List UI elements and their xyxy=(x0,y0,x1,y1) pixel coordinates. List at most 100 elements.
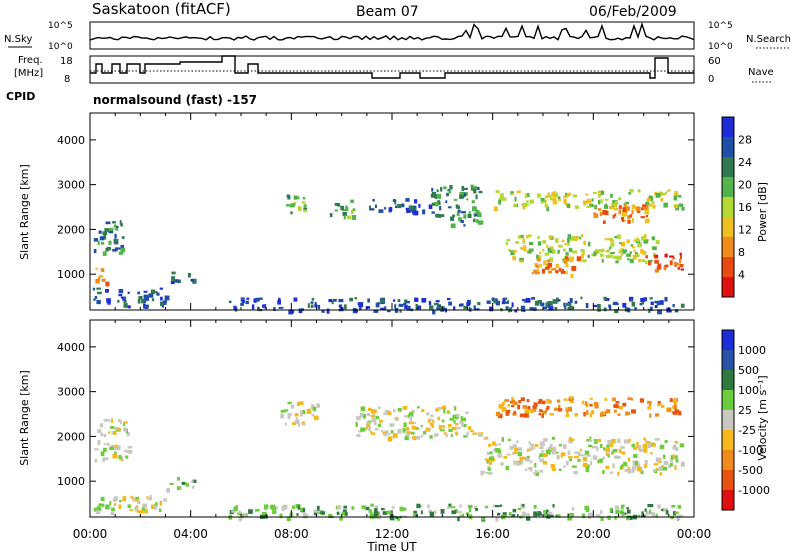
beam-label: Beam 07 xyxy=(356,4,419,20)
date-label: 06/Feb/2009 xyxy=(589,4,677,20)
colorbar-segment xyxy=(722,390,734,411)
heatmap-cell xyxy=(549,257,554,263)
heatmap-cell xyxy=(673,511,677,516)
heatmap-cell xyxy=(636,466,639,471)
heatmap-cell xyxy=(475,508,479,511)
heatmap-cell xyxy=(566,302,571,307)
heatmap-cell xyxy=(650,301,654,305)
heatmap-cell xyxy=(631,409,636,414)
heatmap-cell xyxy=(475,194,478,200)
heatmap-cell xyxy=(463,424,467,428)
heatmap-cell xyxy=(646,218,650,223)
heatmap-cell xyxy=(542,453,547,458)
heatmap-cell xyxy=(661,404,665,408)
heatmap-cell xyxy=(539,409,543,413)
heatmap-cell xyxy=(551,436,555,440)
heatmap-cell xyxy=(589,404,593,407)
heatmap-cell xyxy=(408,205,414,211)
heatmap-cell xyxy=(393,409,396,413)
heatmap-cell xyxy=(574,205,579,209)
heatmap-cell xyxy=(127,291,130,294)
heatmap-cell xyxy=(137,291,141,295)
heatmap-cell xyxy=(674,465,677,470)
heatmap-cell xyxy=(237,512,240,515)
heatmap-cell xyxy=(435,407,439,412)
heatmap-cell xyxy=(607,515,611,521)
heatmap-cell xyxy=(585,467,590,473)
heatmap-cell xyxy=(562,465,566,468)
heatmap-cell xyxy=(646,198,651,202)
heatmap-cell xyxy=(580,253,584,259)
heatmap-cell xyxy=(571,465,577,468)
heatmap-cell xyxy=(672,445,677,450)
heatmap-cell xyxy=(317,304,321,310)
heatmap-cell xyxy=(450,223,456,229)
heatmap-cell xyxy=(127,449,133,454)
heatmap-cell xyxy=(538,412,541,416)
heatmap-cell xyxy=(238,510,241,515)
heatmap-cell xyxy=(129,509,134,512)
heatmap-cell xyxy=(120,456,124,460)
heatmap-cell xyxy=(674,190,678,194)
heatmap-cell xyxy=(505,241,508,246)
colorbar-segment xyxy=(722,197,734,218)
heatmap-cell xyxy=(488,460,492,465)
heatmap-cell xyxy=(618,197,622,201)
heatmap-cell xyxy=(429,511,435,517)
heatmap-cell xyxy=(566,238,570,243)
heatmap-cell xyxy=(185,483,190,487)
heatmap-cell xyxy=(472,432,478,435)
heatmap-cell xyxy=(300,414,303,417)
heatmap-cell xyxy=(159,287,163,290)
heatmap-cell xyxy=(371,409,375,414)
heatmap-cell xyxy=(608,304,611,308)
heatmap-cell xyxy=(640,249,644,254)
heatmap-cell xyxy=(640,207,644,211)
heatmap-cell xyxy=(584,401,587,406)
heatmap-cell xyxy=(614,235,619,239)
heatmap-cell xyxy=(439,429,445,432)
heatmap-cell xyxy=(634,307,637,310)
heatmap-cell xyxy=(627,220,631,224)
heatmap-cell xyxy=(137,510,142,513)
heatmap-cell xyxy=(555,238,559,243)
heatmap-cell xyxy=(643,207,648,210)
heatmap-cell xyxy=(96,287,101,290)
heatmap-cell xyxy=(571,266,577,271)
heatmap-cell xyxy=(633,250,636,253)
colorbar-tick-label: 1000 xyxy=(738,344,766,357)
heatmap-cell xyxy=(255,508,260,512)
heatmap-cell xyxy=(555,263,560,269)
heatmap-cell xyxy=(257,306,260,309)
heatmap-cell xyxy=(597,208,602,211)
heatmap-cell xyxy=(654,305,658,308)
heatmap-cell xyxy=(395,417,399,421)
heatmap-cell xyxy=(118,455,122,460)
heatmap-cell xyxy=(526,399,530,403)
heatmap-cell xyxy=(549,250,554,254)
colorbar-tick-label: 4 xyxy=(738,269,745,282)
heatmap-cell xyxy=(339,516,343,521)
heatmap-cell xyxy=(542,268,545,274)
heatmap-cell xyxy=(539,446,544,449)
heatmap-cell xyxy=(246,297,250,300)
heatmap-cell xyxy=(114,447,119,451)
heatmap-cell xyxy=(549,444,553,449)
heatmap-cell xyxy=(525,457,530,462)
heatmap-cell xyxy=(489,456,494,461)
heatmap-cell xyxy=(595,514,601,518)
freq-tick-bottom: 8 xyxy=(64,74,70,85)
heatmap-cell xyxy=(437,193,441,199)
heatmap-cell xyxy=(437,201,441,205)
heatmap-cell xyxy=(508,248,511,252)
heatmap-cell xyxy=(517,404,521,410)
heatmap-cell xyxy=(439,214,445,217)
freq-panel xyxy=(89,55,695,84)
heatmap-cell xyxy=(475,219,479,224)
heatmap-cell xyxy=(512,508,517,513)
colorbar-tick-label: 25 xyxy=(738,404,752,417)
heatmap-cell xyxy=(458,217,463,222)
heatmap-cell xyxy=(548,306,554,311)
heatmap-cell xyxy=(271,505,276,511)
heatmap-cell xyxy=(649,413,652,418)
